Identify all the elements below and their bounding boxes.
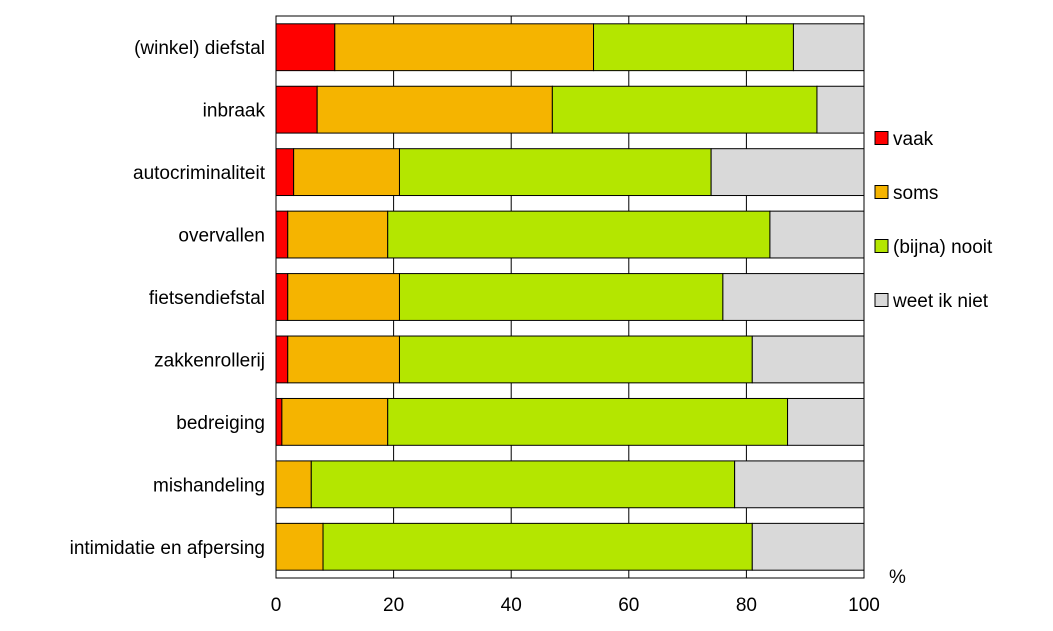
legend-swatch-soms — [874, 185, 889, 199]
plot-frame — [275, 15, 865, 579]
bar-overvallen-weet-ik-niet — [769, 210, 865, 259]
category-label-zakkenrollerij: zakkenrollerij — [154, 350, 265, 371]
category-label-fietsendiefstal: fietsendiefstal — [149, 288, 265, 309]
legend-swatch-vaak — [874, 131, 889, 145]
bar-intimidatie-en-afpersing-bijna-nooit — [322, 522, 753, 571]
bars — [275, 23, 865, 571]
bar-bedreiging-bijna-nooit — [387, 397, 789, 446]
bar-autocriminaliteit-vaak — [275, 148, 295, 197]
x-tick-labels: 0 20 40 60 80 100 — [271, 595, 880, 616]
category-label-autocriminaliteit: autocriminaliteit — [133, 163, 266, 184]
x-tick-label-0: 0 — [271, 595, 282, 616]
bar-winkel-diefstal-soms — [334, 23, 595, 72]
category-label-bedreiging: bedreiging — [176, 413, 265, 434]
bar-intimidatie-en-afpersing-weet-ik-niet — [751, 522, 865, 571]
category-label-inbraak: inbraak — [203, 101, 266, 122]
x-tick-label-60: 60 — [618, 595, 639, 616]
bar-zakkenrollerij-bijna-nooit — [398, 335, 753, 384]
category-label-intimidatie-en-afpersing: intimidatie en afpersing — [70, 538, 265, 559]
bar-mishandeling-weet-ik-niet — [734, 460, 865, 509]
bar-zakkenrollerij-soms — [287, 335, 400, 384]
bar-autocriminaliteit-soms — [293, 148, 400, 197]
bar-bedreiging-vaak — [275, 397, 283, 446]
x-tick-label-20: 20 — [383, 595, 404, 616]
legend: vaak soms (bijna) nooit weet ik niet — [874, 129, 993, 312]
bar-overvallen-soms — [287, 210, 389, 259]
x-tick-label-80: 80 — [736, 595, 757, 616]
bar-inbraak-weet-ik-niet — [816, 85, 865, 134]
category-label-mishandeling: mishandeling — [153, 475, 265, 496]
bar-fietsendiefstal-soms — [287, 273, 400, 321]
category-label-overvallen: overvallen — [178, 226, 265, 247]
bar-winkel-diefstal-vaak — [275, 23, 336, 72]
bar-zakkenrollerij-weet-ik-niet — [751, 335, 865, 384]
bar-autocriminaliteit-bijna-nooit — [398, 148, 712, 197]
bar-fietsendiefstal-weet-ik-niet — [722, 273, 865, 321]
legend-label-bijna-nooit: (bijna) nooit — [893, 237, 993, 258]
legend-label-weet-ik-niet: weet ik niet — [892, 291, 989, 312]
bar-inbraak-soms — [316, 85, 553, 134]
x-tick-label-100: 100 — [848, 595, 880, 616]
legend-label-vaak: vaak — [893, 129, 934, 150]
bar-winkel-diefstal-bijna-nooit — [593, 23, 794, 72]
bar-bedreiging-soms — [281, 397, 389, 446]
bar-fietsendiefstal-bijna-nooit — [398, 273, 724, 321]
legend-swatch-weet-ik-niet — [874, 293, 889, 307]
bar-inbraak-vaak — [275, 85, 318, 134]
unit-label: % — [889, 567, 906, 588]
legend-label-soms: soms — [893, 183, 938, 204]
category-labels: (winkel) diefstal inbraak autocriminalitei… — [70, 38, 266, 559]
bar-inbraak-bijna-nooit — [551, 85, 818, 134]
bar-overvallen-bijna-nooit — [387, 210, 771, 259]
legend-swatch-bijna-nooit — [874, 239, 889, 253]
bar-mishandeling-bijna-nooit — [310, 460, 736, 509]
category-label-winkel-diefstal: (winkel) diefstal — [134, 38, 265, 59]
bar-autocriminaliteit-weet-ik-niet — [710, 148, 865, 197]
x-tick-label-40: 40 — [501, 595, 522, 616]
bar-zakkenrollerij-vaak — [275, 335, 289, 384]
bar-fietsendiefstal-vaak — [275, 273, 289, 321]
bar-mishandeling-soms — [275, 460, 312, 509]
bar-overvallen-vaak — [275, 210, 289, 259]
bar-intimidatie-en-afpersing-soms — [275, 522, 324, 571]
bar-bedreiging-weet-ik-niet — [787, 397, 865, 446]
bar-winkel-diefstal-weet-ik-niet — [792, 23, 865, 72]
